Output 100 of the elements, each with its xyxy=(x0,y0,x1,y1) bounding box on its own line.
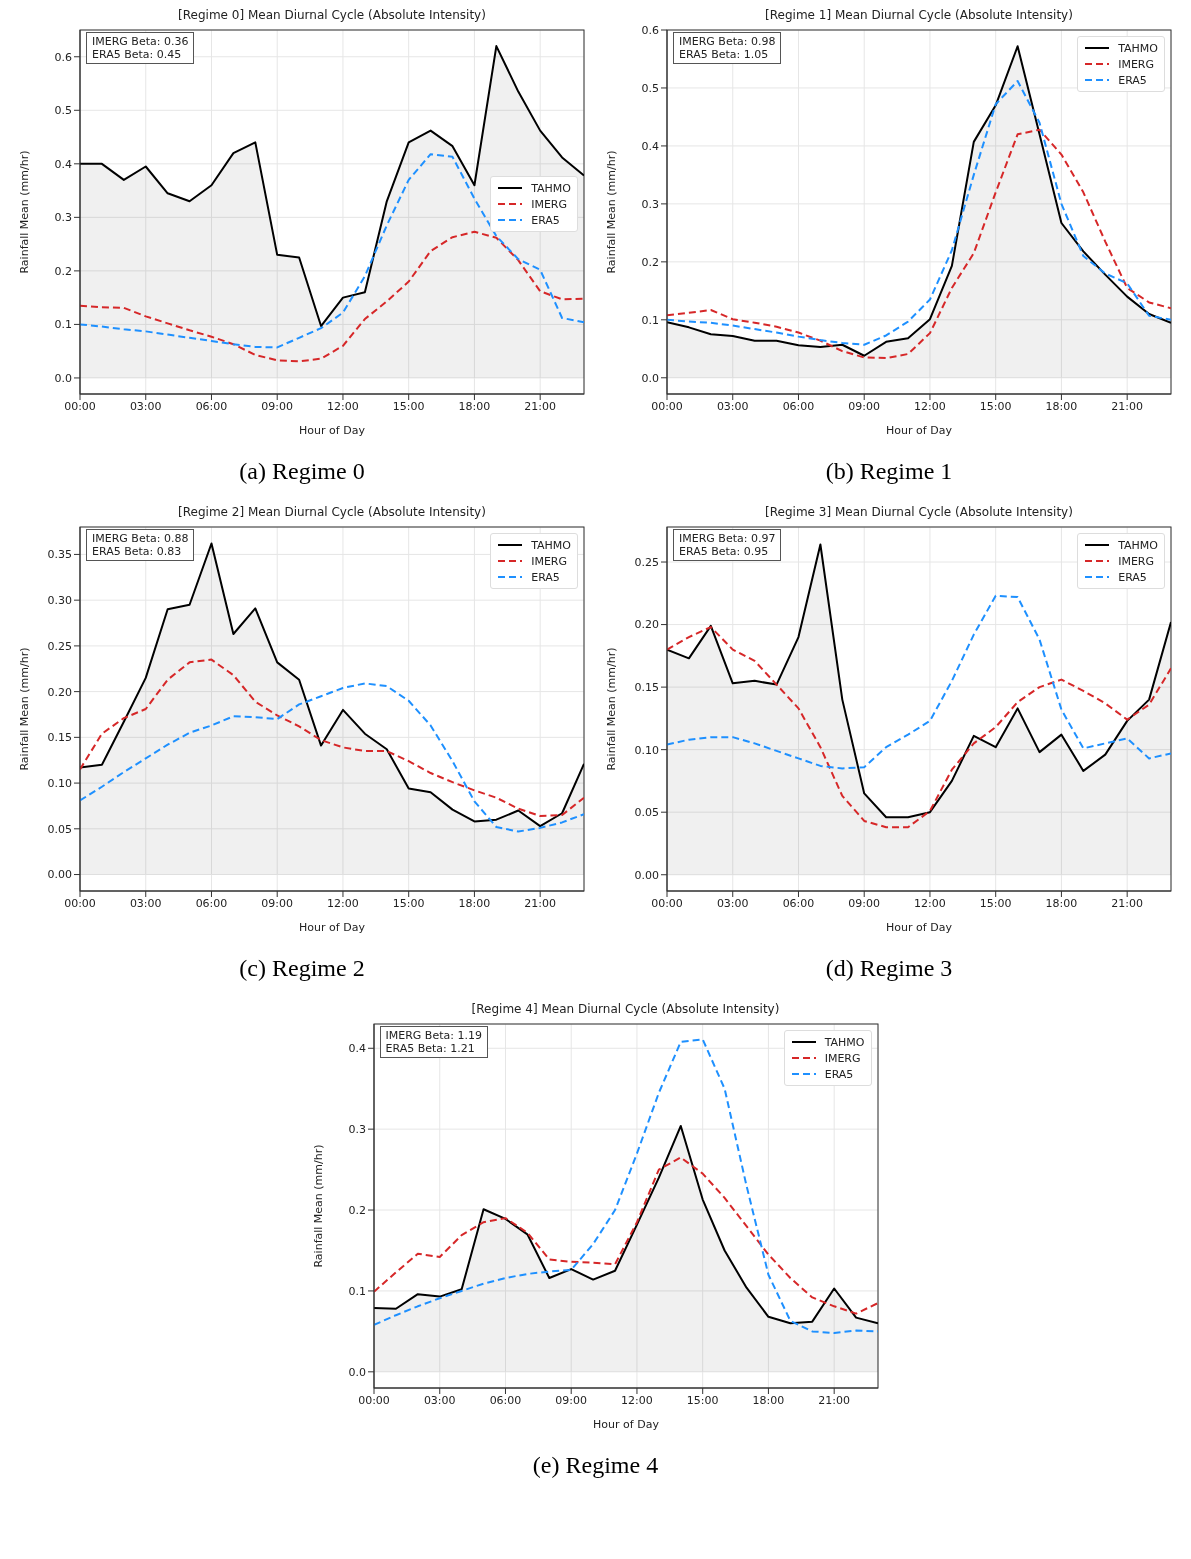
y-tick-label: 0.5 xyxy=(54,104,72,118)
y-tick-label: 0.10 xyxy=(634,743,659,757)
x-tick-label: 03:00 xyxy=(716,896,749,910)
y-tick-label: 0.3 xyxy=(54,211,72,225)
x-axis-title: Hour of Day xyxy=(886,921,953,934)
x-tick-label: 12:00 xyxy=(914,896,946,910)
chart-title: [Regime 0] Mean Diurnal Cycle (Absolute Intensity) xyxy=(177,8,486,24)
x-tick-label: 15:00 xyxy=(979,896,1012,910)
line-series xyxy=(373,1038,878,1334)
text: (a) Regime 0 xyxy=(239,458,365,485)
x-tick-label: 12:00 xyxy=(327,896,359,910)
x-tick-label: 18:00 xyxy=(458,896,491,910)
x-tick-label: 15:00 xyxy=(392,399,425,413)
chart-title: [Regime 1] Mean Diurnal Cycle (Absolute Intensity) xyxy=(764,8,1073,24)
x-tick-label: 15:00 xyxy=(686,1393,719,1407)
x-tick-label: 21:00 xyxy=(817,1393,850,1407)
legend-label: ERA5 xyxy=(531,570,560,584)
y-tick-label: 0.3 xyxy=(348,1123,366,1137)
y-tick-label: 0.2 xyxy=(54,264,72,278)
y-tick-label: 0.2 xyxy=(348,1203,366,1217)
legend-label: IMERG xyxy=(1118,57,1155,71)
legend-label: TAHMO xyxy=(1118,538,1158,552)
x-tick-label: 21:00 xyxy=(1111,399,1144,413)
line-series xyxy=(80,153,584,349)
legend-label: IMERG xyxy=(824,1051,861,1065)
y-tick-label: 0.20 xyxy=(634,618,659,632)
y-axis-title: Rainfall Mean (mm/hr) xyxy=(604,150,618,274)
y-tick-label: 0.2 xyxy=(641,255,659,269)
x-axis-title: Hour of Day xyxy=(592,1418,659,1431)
y-tick-label: 0.0 xyxy=(54,371,72,385)
legend-label: ERA5 xyxy=(824,1067,854,1081)
y-tick-label: 0.15 xyxy=(634,681,659,695)
x-tick-label: 00:00 xyxy=(64,399,96,413)
y-tick-label: 0.25 xyxy=(47,639,72,653)
y-tick-label: 0.6 xyxy=(641,23,659,37)
y-axis-title: Rainfall Mean (mm/hr) xyxy=(311,1144,325,1268)
legend-label: IMERG xyxy=(531,554,568,568)
y-tick-label: 0.00 xyxy=(47,868,72,882)
x-tick-label: 09:00 xyxy=(554,1393,587,1407)
x-tick-label: 06:00 xyxy=(489,1393,521,1407)
chart-title: [Regime 3] Mean Diurnal Cycle (Absolute Intensity) xyxy=(764,505,1073,521)
x-tick-label: 03:00 xyxy=(716,399,749,413)
x-tick-label: 06:00 xyxy=(782,399,815,413)
legend-label: IMERG xyxy=(1118,554,1155,568)
annotation: IMERG Beta: 0.36 xyxy=(92,35,189,48)
annotation: IMERG Beta: 0.98 xyxy=(679,35,776,48)
x-axis-title: Hour of Day xyxy=(886,424,953,437)
line-series xyxy=(80,658,584,818)
line-series xyxy=(80,682,584,833)
y-tick-label: 0.10 xyxy=(47,776,72,790)
x-tick-label: 06:00 xyxy=(195,399,228,413)
annotation: ERA5 Beta: 0.95 xyxy=(679,545,770,558)
chart-title: [Regime 2] Mean Diurnal Cycle (Absolute Intensity) xyxy=(177,505,486,521)
x-tick-label: 09:00 xyxy=(848,399,881,413)
x-tick-label: 18:00 xyxy=(752,1393,784,1407)
y-tick-label: 0.4 xyxy=(54,157,72,171)
x-tick-label: 18:00 xyxy=(1045,399,1078,413)
y-tick-label: 0.00 xyxy=(634,868,659,882)
x-tick-label: 00:00 xyxy=(651,896,683,910)
x-tick-label: 06:00 xyxy=(195,896,228,910)
y-tick-label: 0.35 xyxy=(47,548,72,562)
x-tick-label: 21:00 xyxy=(524,399,557,413)
y-axis-title: Rainfall Mean (mm/hr) xyxy=(17,150,31,274)
x-tick-label: 09:00 xyxy=(848,896,881,910)
x-tick-label: 18:00 xyxy=(458,399,491,413)
annotation: ERA5 Beta: 1.21 xyxy=(385,1042,476,1055)
legend-label: TAHMO xyxy=(1118,41,1158,55)
annotation: ERA5 Beta: 1.05 xyxy=(679,48,770,61)
text: (b) Regime 1 xyxy=(825,458,953,485)
x-tick-label: 21:00 xyxy=(524,896,557,910)
annotation: ERA5 Beta: 0.83 xyxy=(92,545,183,558)
x-axis-title: Hour of Day xyxy=(299,921,366,934)
x-tick-label: 18:00 xyxy=(1045,896,1078,910)
line-series xyxy=(667,128,1171,360)
x-tick-label: 12:00 xyxy=(327,399,359,413)
x-tick-label: 00:00 xyxy=(651,399,683,413)
annotation: IMERG Beta: 1.19 xyxy=(385,1029,482,1042)
y-tick-label: 0.6 xyxy=(54,50,72,64)
x-tick-label: 09:00 xyxy=(261,896,294,910)
legend-label: ERA5 xyxy=(1118,570,1147,584)
y-tick-label: 0.0 xyxy=(348,1365,366,1379)
chart-title: [Regime 4] Mean Diurnal Cycle (Absolute Intensity) xyxy=(470,1002,780,1018)
line-series xyxy=(667,626,1171,829)
line-series xyxy=(373,1156,878,1315)
legend-label: TAHMO xyxy=(824,1035,865,1049)
y-tick-label: 0.1 xyxy=(348,1284,366,1298)
x-tick-label: 03:00 xyxy=(129,399,162,413)
y-tick-label: 0.05 xyxy=(47,822,72,836)
text: (e) Regime 4 xyxy=(532,1452,659,1479)
text: (c) Regime 2 xyxy=(239,955,365,982)
x-tick-label: 09:00 xyxy=(261,399,294,413)
x-tick-label: 15:00 xyxy=(979,399,1012,413)
y-tick-label: 0.4 xyxy=(348,1042,366,1056)
x-tick-label: 00:00 xyxy=(64,896,96,910)
x-tick-label: 03:00 xyxy=(129,896,162,910)
x-axis-title: Hour of Day xyxy=(299,424,366,437)
y-axis-title: Rainfall Mean (mm/hr) xyxy=(604,647,618,771)
x-tick-label: 03:00 xyxy=(423,1393,456,1407)
x-tick-label: 15:00 xyxy=(392,896,425,910)
line-series xyxy=(80,230,584,363)
